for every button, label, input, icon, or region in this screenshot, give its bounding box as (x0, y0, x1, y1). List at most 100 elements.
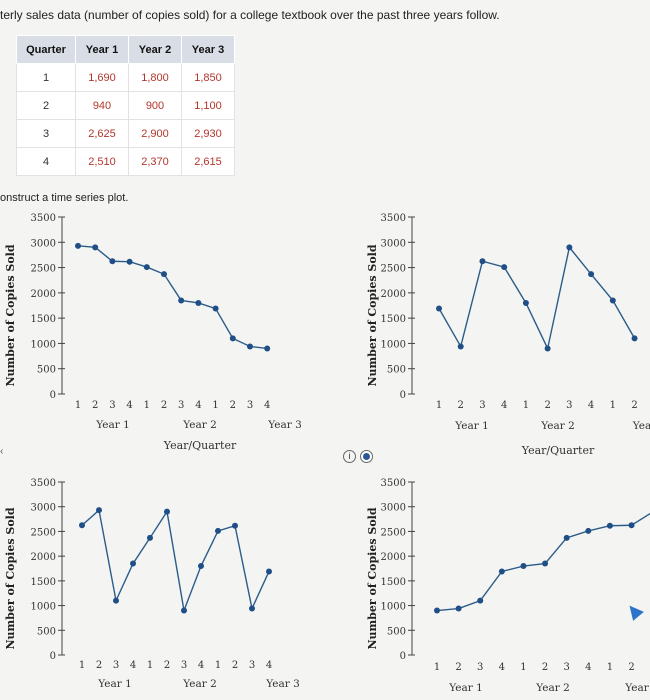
info-icon[interactable]: i (343, 450, 356, 463)
y-tick-label: 500 (37, 626, 56, 637)
x-tick-label: 2 (458, 400, 464, 411)
x-tick-label: 1 (610, 400, 616, 411)
data-point (198, 563, 204, 570)
table-cell: 2,930 (181, 119, 235, 148)
x-tick-label: 2 (232, 660, 238, 671)
x-axis-label: Year/Quarter (521, 444, 595, 457)
data-point (161, 271, 167, 278)
intro-text: terly sales data (number of copies sold)… (0, 8, 500, 22)
x-tick-label: 2 (92, 400, 98, 411)
data-point (542, 560, 549, 567)
year-label: Year 2 (182, 419, 217, 431)
y-tick-label: 2000 (381, 552, 406, 563)
data-point (520, 563, 527, 570)
data-point (566, 244, 573, 251)
series-line (81, 508, 270, 614)
x-tick-label: 2 (542, 662, 548, 673)
x-tick-label: 2 (96, 660, 102, 671)
radio-selected[interactable] (360, 450, 373, 463)
header-year-1: Year 1 (75, 35, 129, 64)
table-row: 3 2,625 2,900 2,930 (16, 119, 235, 148)
x-tick-label: 1 (434, 662, 440, 673)
table-cell: 2,370 (128, 147, 182, 176)
x-tick-label: 1 (607, 662, 613, 673)
data-point (247, 343, 253, 350)
table-cell: 1 (16, 63, 76, 92)
data-point (264, 345, 271, 352)
y-axis-label: Number of Copies Sold (366, 507, 379, 649)
time-series-chart-b[interactable]: 0 500 1000 1500 2000 2500 3000 3500 Number of Co… (360, 205, 650, 460)
data-point (181, 607, 187, 614)
y-axis-label: Number of Copies Sold (366, 244, 379, 386)
table-cell: 1,690 (75, 63, 129, 92)
y-tick-label: 3500 (31, 213, 56, 224)
data-point (232, 522, 238, 529)
x-tick-label: 3 (564, 662, 570, 673)
data-point (501, 264, 508, 271)
y-tick-label: 2000 (31, 289, 56, 300)
table-row: 2 940 900 1,100 (16, 91, 235, 120)
y-tick-label: 2000 (381, 289, 406, 300)
x-tick-label: 3 (109, 400, 115, 411)
table-cell: 900 (128, 91, 182, 120)
x-tick-label: 1 (436, 400, 442, 411)
data-point (249, 605, 255, 612)
data-point (215, 527, 221, 534)
data-point (606, 522, 613, 529)
header-year-3: Year 3 (181, 35, 235, 64)
table-cell: 940 (75, 91, 129, 120)
y-tick-label: 2500 (31, 264, 56, 275)
data-point (96, 507, 102, 514)
time-series-chart-c[interactable]: 0 500 1000 1500 2000 2500 3000 3500 Number of Co… (0, 470, 330, 700)
data-point (455, 605, 462, 612)
x-tick-label: 4 (266, 660, 272, 671)
table-row: 4 2,510 2,370 2,615 (16, 147, 235, 176)
year-label: Year 1 (97, 678, 132, 690)
data-point (609, 297, 616, 304)
y-tick-label: 0 (400, 651, 406, 662)
data-point (544, 345, 551, 352)
year-label: Year (624, 682, 649, 694)
time-series-chart-d[interactable]: 0 500 1000 1500 2000 2500 3000 3500 Number of Co… (360, 470, 650, 700)
x-tick-label: 1 (79, 660, 85, 671)
x-tick-label: 3 (178, 400, 184, 411)
x-tick-label: 2 (230, 400, 236, 411)
x-tick-label: 3 (247, 400, 253, 411)
table-cell: 2,510 (75, 147, 129, 176)
time-series-chart-a[interactable]: 0 500 1000 1500 2000 2500 3000 3500 Number of Co… (0, 205, 330, 460)
y-tick-label: 3500 (381, 478, 406, 489)
y-tick-label: 1000 (31, 339, 56, 350)
year-label: Year 3 (265, 678, 300, 690)
x-tick-label: 4 (501, 400, 507, 411)
year-label: Year 3 (267, 419, 302, 431)
data-point (522, 299, 529, 306)
series-line (438, 245, 636, 351)
data-point (92, 244, 99, 251)
data-point (212, 305, 219, 312)
x-tick-label: 4 (264, 400, 270, 411)
y-tick-label: 0 (50, 651, 56, 662)
y-tick-label: 0 (50, 390, 56, 401)
table-cell: 2,900 (128, 119, 182, 148)
y-tick-label: 3500 (31, 478, 56, 489)
data-point (195, 299, 202, 306)
y-tick-label: 1500 (381, 314, 406, 325)
year-label: Year 1 (95, 419, 130, 431)
x-tick-label: 2 (161, 400, 167, 411)
year-label: Year 2 (540, 420, 575, 432)
table-header-row: Quarter Year 1 Year 2 Year 3 (16, 35, 235, 64)
table-cell: 1,100 (181, 91, 235, 120)
option-radio-group: i (343, 446, 373, 465)
x-tick-label: 2 (631, 400, 637, 411)
x-tick-label: 3 (477, 662, 483, 673)
data-point (631, 335, 638, 342)
y-axis-label: Number of Copies Sold (4, 244, 17, 386)
data-point (457, 343, 464, 350)
y-tick-label: 500 (37, 365, 56, 376)
year-label: Year 2 (535, 682, 570, 694)
y-tick-label: 1000 (381, 602, 406, 613)
y-tick-label: 2500 (381, 264, 406, 275)
y-tick-label: 2000 (31, 552, 56, 563)
x-tick-label: 3 (113, 660, 119, 671)
x-axis-label: Year/Quarter (163, 439, 237, 452)
